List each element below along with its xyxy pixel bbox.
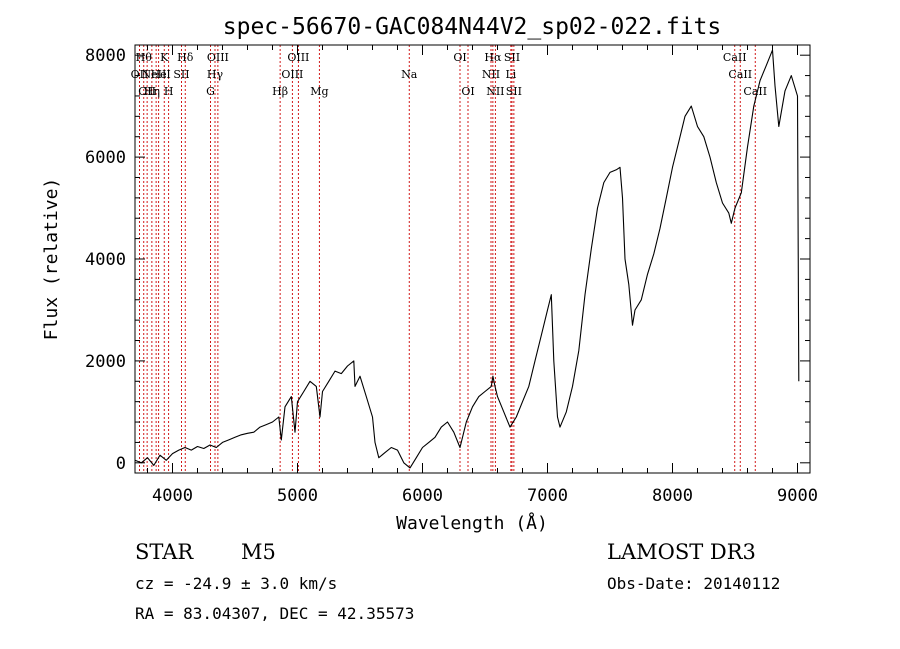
spectral-line-label: Hα [484,51,502,64]
spectral-line-label: SII [173,68,189,81]
spectral-line-label: Hθ [136,51,153,64]
spectral-line-label: Na [401,68,418,81]
plot-frame [134,44,811,474]
x-tick-label: 9000 [777,486,818,506]
y-tick-label: 4000 [85,250,126,270]
y-tick-label: 6000 [85,148,126,168]
spectral-line-label: He [151,68,167,81]
series-group [134,49,800,469]
spectral-line-label: Hγ [207,68,224,81]
spectral-line-label: OIII [287,51,309,64]
spectral-line-label: NII [482,68,500,81]
spectral-line-label: CaII [743,85,767,98]
spectral-line-labels: OIIHθOIIHηNeIIIHeKHSIIHδGHγOIIIHβOIIIOII… [131,51,767,98]
spectrum-line [134,49,800,469]
x-tick-label: 4000 [152,486,193,506]
object-subclass: M5 [241,540,276,564]
spectral-line-label: OIII [281,68,303,81]
x-tick-label: 5000 [277,486,318,506]
spectral-line-label: H [164,85,174,98]
redshift-value: cz = -24.9 ± 3.0 km/s [135,574,338,593]
spectral-line-label: K [160,51,169,64]
spectral-line-label: OI [453,51,466,64]
x-tick-label: 6000 [402,486,443,506]
obs-date: Obs-Date: 20140112 [607,574,781,593]
spectral-line-label: SII [506,85,522,98]
spectral-line-label: Mg [310,85,328,98]
spectral-line-label: CaII [723,51,747,64]
axis-ticks [135,45,810,473]
x-tick-label: 7000 [527,486,568,506]
spectral-line-label: NII [486,85,504,98]
object-class: STAR [135,540,194,564]
y-axis-label: Flux (relative) [41,178,62,341]
y-tick-label: 0 [116,454,126,474]
survey-name: LAMOST DR3 [607,540,756,564]
spectral-line-label: OI [461,85,474,98]
x-axis-label: Wavelength (Å) [396,512,548,534]
spectral-line-label: OII [138,85,156,98]
spectral-line-label: Li [505,68,516,81]
spectral-line-label: SII [504,51,520,64]
spectral-line-label: OIII [207,51,229,64]
spectral-line-label: Hδ [177,51,194,64]
spectral-line-label: CaII [728,68,752,81]
spectral-line-label: G [206,85,215,98]
y-tick-label: 2000 [85,352,126,372]
spectrum-chart: spec-56670-GAC084N44V2_sp02-022.fits OII… [41,14,818,534]
spectral-line-label: Hη [144,85,160,98]
chart-title: spec-56670-GAC084N44V2_sp02-022.fits [223,14,722,40]
spectral-line-label: Hβ [272,85,288,98]
spectral-line-markers [139,45,756,473]
spectral-line-label: NeIII [142,68,171,81]
y-tick-label: 8000 [85,46,126,66]
x-tick-label: 8000 [652,486,693,506]
axis-tick-labels: 4000 5000 6000 7000 8000 9000 0 2000 4000 6000 800… [85,46,818,506]
coordinates: RA = 83.04307, DEC = 42.35573 [135,604,415,623]
